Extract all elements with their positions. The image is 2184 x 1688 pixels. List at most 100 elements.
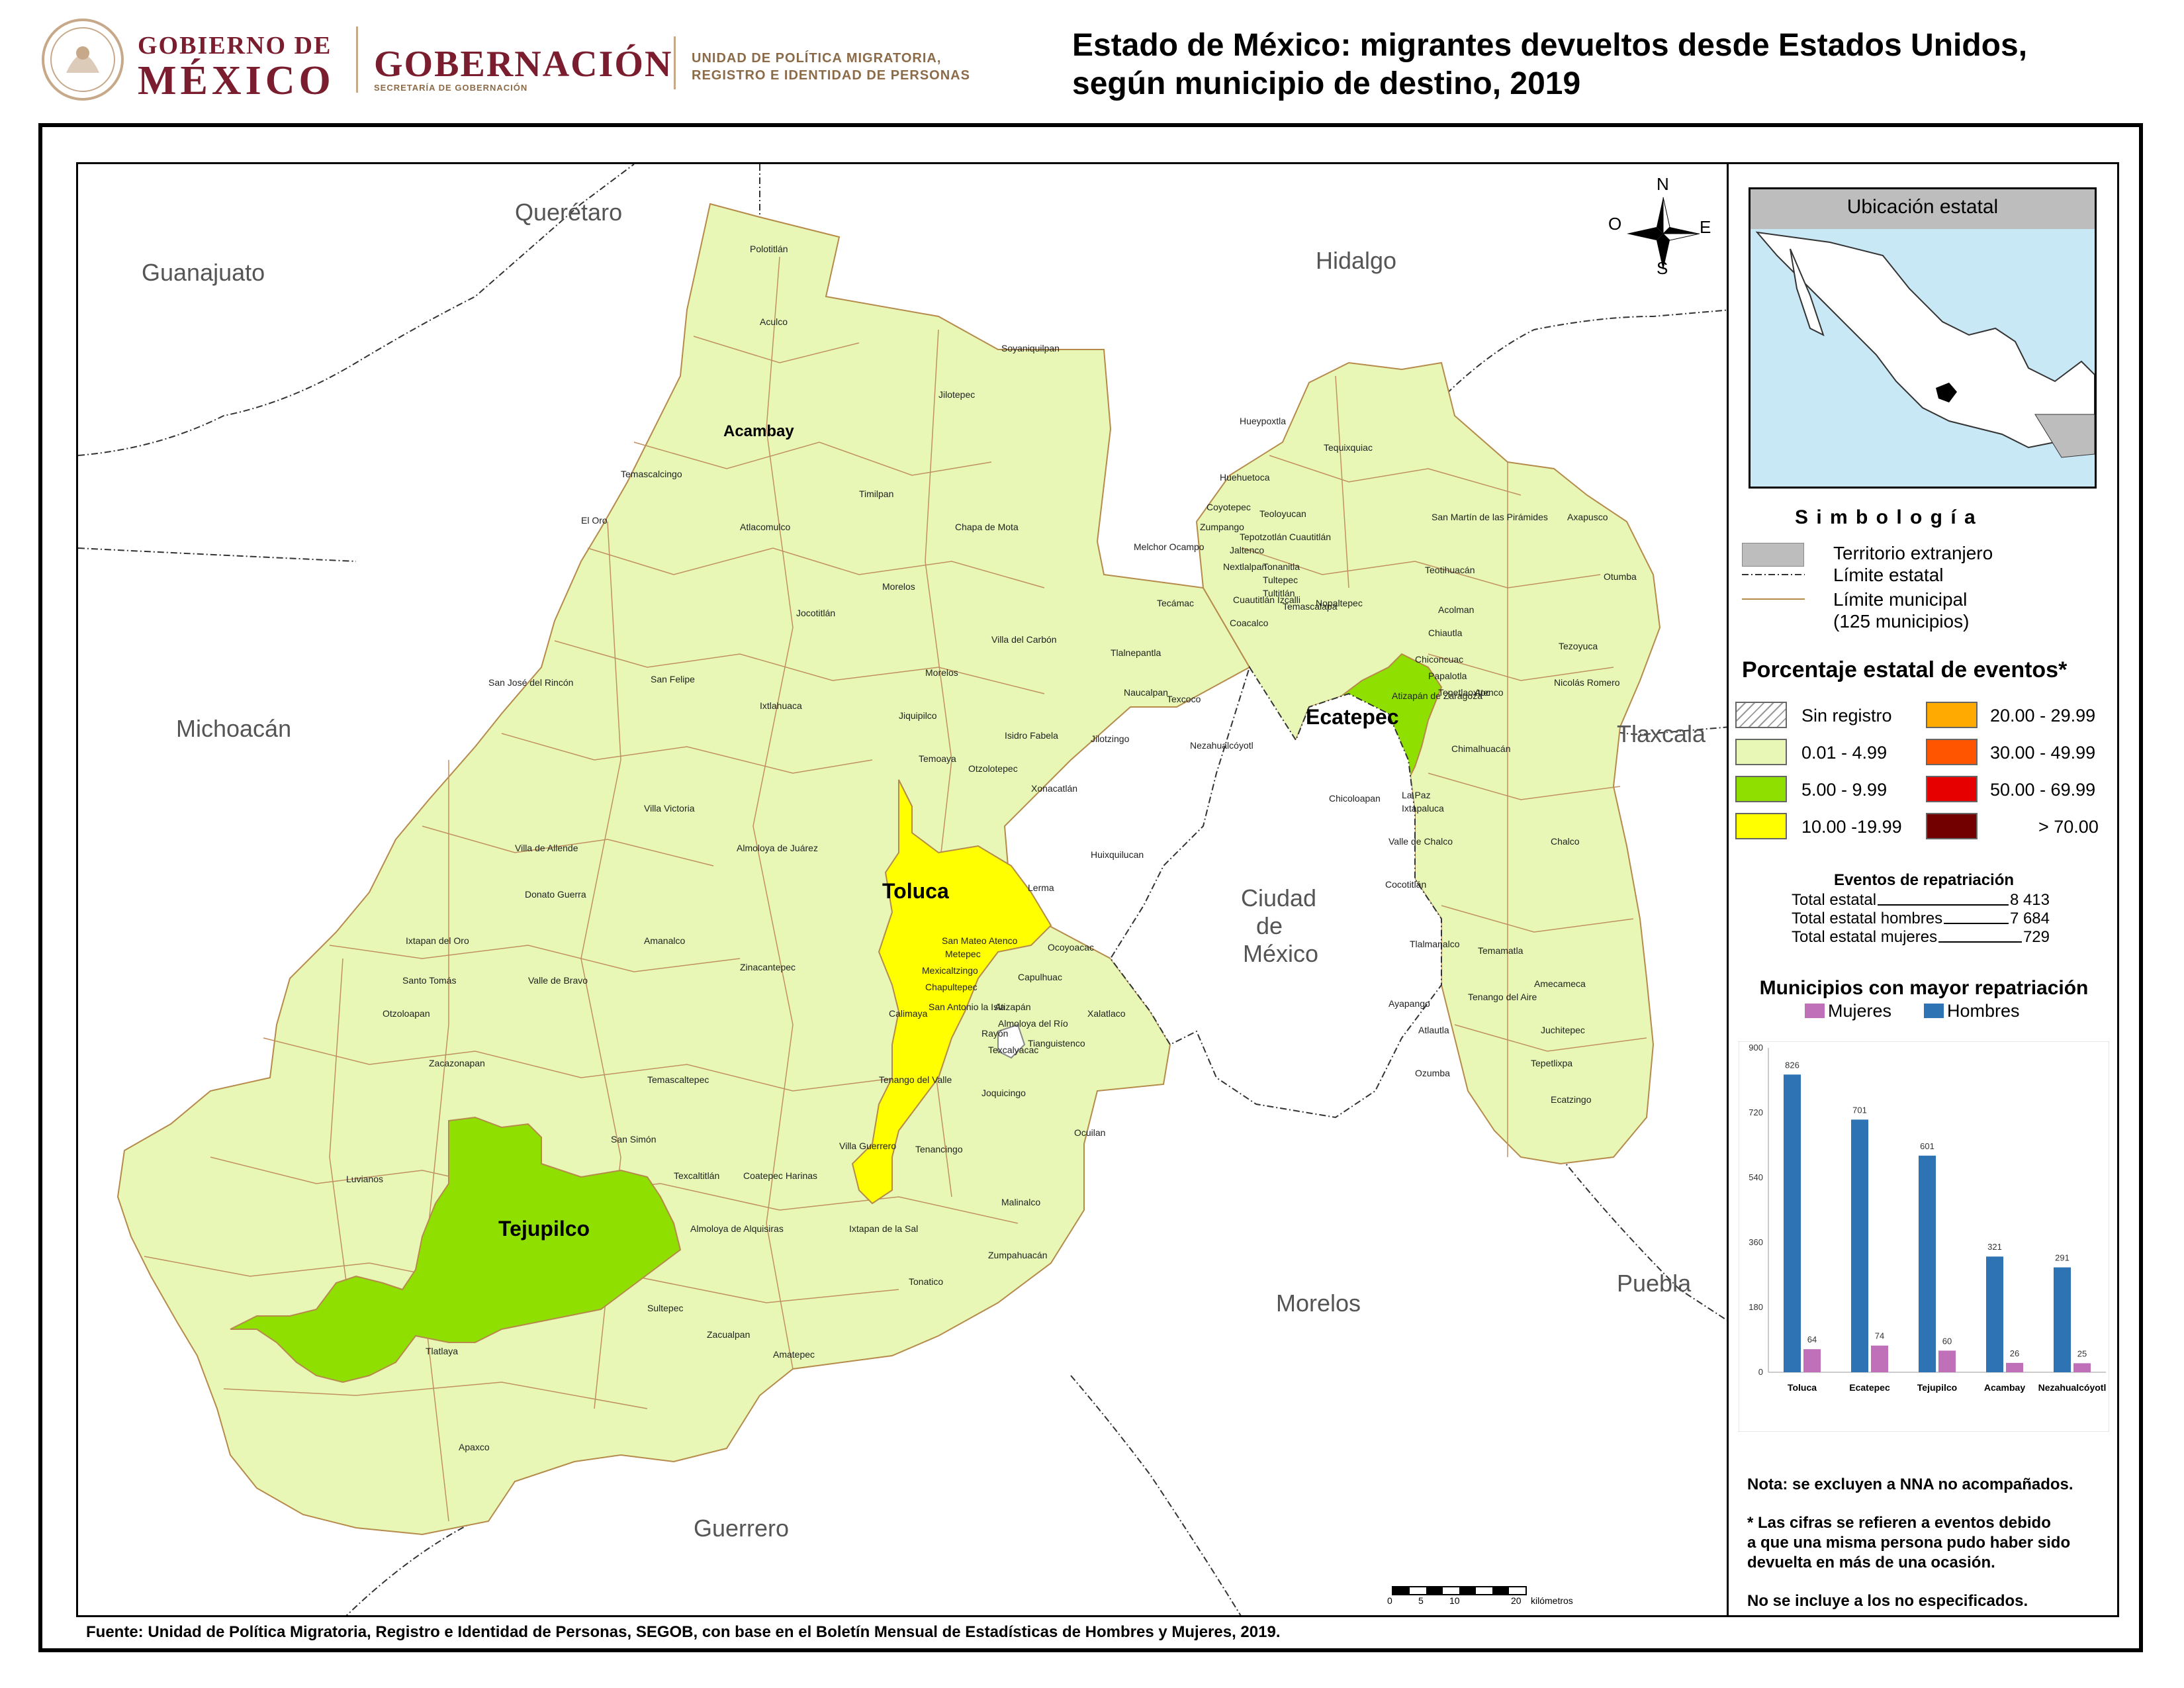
municipality-label: Tenango del Aire bbox=[1468, 992, 1537, 1002]
municipality-label: Tepetlixpa bbox=[1531, 1058, 1573, 1068]
class-label: 20.00 - 29.99 bbox=[1990, 706, 2096, 726]
chart-title: Municipios con mayor repatriación bbox=[1759, 977, 2089, 999]
side-panel: Ubicación estatal S i m b o l o g í a Te… bbox=[1729, 162, 2119, 1617]
scale-tick: 10 bbox=[1449, 1595, 1460, 1606]
municipality-label: San Simón bbox=[611, 1134, 657, 1145]
municipality-label: Soyaniquilpan bbox=[1001, 343, 1060, 353]
municipality-label: Sultepec bbox=[647, 1303, 684, 1313]
municipality-label: Tonatico bbox=[909, 1276, 944, 1287]
municipality-label: Ocoyoacac bbox=[1048, 942, 1095, 953]
x-tick-label: Nezahualcóyotl bbox=[2038, 1382, 2107, 1393]
bar-hombres bbox=[1784, 1074, 1801, 1372]
municipality-label: Jaltenco bbox=[1230, 545, 1265, 555]
class-swatch bbox=[1735, 813, 1787, 839]
inset-foreign-territory bbox=[1751, 189, 2095, 229]
legend-swatch-hombres bbox=[1924, 1004, 1944, 1018]
class-swatch bbox=[1926, 739, 1978, 765]
x-tick-label: Ecatepec bbox=[1849, 1382, 1890, 1393]
municipality-label: San Martín de las Pirámides bbox=[1432, 512, 1548, 522]
municipality-label: Papalotla bbox=[1428, 671, 1467, 681]
source-note: Fuente: Unidad de Política Migratoria, R… bbox=[86, 1623, 1281, 1641]
municipality-label: Tepetlaoxtoc bbox=[1438, 687, 1490, 698]
title-line1: Estado de México: migrantes devueltos de… bbox=[1072, 28, 2028, 63]
municipality-label: Almoloya del Río bbox=[998, 1018, 1068, 1029]
municipality-label: Temoaya bbox=[919, 753, 956, 764]
notes: Nota: se excluyen a NNA no acompañados. … bbox=[1747, 1475, 2073, 1611]
municipality-label: Cocotitlán bbox=[1385, 879, 1427, 890]
gov-line2: MÉXICO bbox=[138, 58, 335, 103]
events-row: Total estatal 8 413 bbox=[1792, 891, 2050, 910]
municipality-label: Tlalnepantla bbox=[1111, 647, 1161, 658]
neighbor-label: de bbox=[1256, 912, 1283, 939]
events-value: 7 684 bbox=[2009, 910, 2050, 927]
bar-mujeres bbox=[1803, 1349, 1821, 1372]
legend-swatch-mujeres bbox=[1805, 1004, 1825, 1018]
municipality-caption: Acambay bbox=[723, 422, 794, 440]
class-swatch bbox=[1926, 702, 1978, 728]
municipality-label: Otzoloapan bbox=[383, 1008, 430, 1019]
municipality-label: Otumba bbox=[1604, 571, 1637, 582]
municipality-label: Morelos bbox=[925, 667, 958, 678]
municipality-label: Tultitlán bbox=[1263, 588, 1295, 598]
municipality-label: Amanalco bbox=[644, 935, 686, 946]
ministry-sub: SECRETARÍA DE GOBERNACIÓN bbox=[374, 83, 528, 93]
page-title: Estado de México: migrantes devueltos de… bbox=[1072, 26, 2027, 103]
compass-n: N bbox=[1657, 174, 1669, 194]
scale-tick: 0 bbox=[1387, 1595, 1392, 1606]
municipality-label: Tultepec bbox=[1263, 575, 1298, 585]
municipality-label: La Paz bbox=[1402, 790, 1431, 800]
neighbor-label: Tlaxcala bbox=[1617, 720, 1706, 747]
municipality-label: Chapa de Mota bbox=[955, 522, 1019, 532]
municipality-label: Tepotzotlán bbox=[1240, 532, 1287, 542]
municipality-label: Lerma bbox=[1028, 882, 1054, 893]
legend-muni-limit: Límite municipal bbox=[1833, 589, 1968, 610]
municipality-label: Zacualpan bbox=[707, 1329, 751, 1340]
municipality-label: Atlautla bbox=[1418, 1025, 1449, 1035]
municipality-label: Tlalmanalco bbox=[1410, 939, 1460, 949]
municipality-label: Zumpahuacán bbox=[988, 1250, 1048, 1260]
municipality-label: Rayón bbox=[981, 1028, 1009, 1039]
municipality-label: Jilotzingo bbox=[1091, 733, 1130, 744]
data-label: 291 bbox=[2055, 1253, 2070, 1263]
events-row: Total estatal mujeres 729 bbox=[1792, 928, 2050, 947]
scale-unit: kilómetros bbox=[1531, 1595, 1573, 1606]
municipality-label: Atizapán de Zaragoza bbox=[1392, 690, 1482, 701]
municipality-label: El Oro bbox=[581, 515, 608, 526]
foreign-swatch bbox=[1742, 543, 1804, 567]
inset-map: Ubicación estatal bbox=[1749, 187, 2097, 489]
municipality-label: Metepec bbox=[945, 949, 981, 959]
events-table: Total estatal 8 413 Total estatal hombres… bbox=[1792, 891, 2050, 947]
compass-e: E bbox=[1700, 217, 1711, 237]
municipality-label: Zinacantepec bbox=[740, 962, 796, 972]
unit-line1: UNIDAD DE POLÍTICA MIGRATORIA, bbox=[692, 51, 942, 66]
municipality-label: Cuautitlán Izcalli bbox=[1233, 594, 1300, 605]
region-toluca bbox=[851, 779, 1052, 1205]
municipality-label: Tenango del Valle bbox=[879, 1074, 952, 1085]
municipality-label: Malinalco bbox=[1001, 1197, 1041, 1207]
neighbor-label: México bbox=[1243, 940, 1319, 967]
municipality-label: Amatepec bbox=[773, 1349, 815, 1360]
municipality-label: Timilpan bbox=[859, 489, 894, 499]
region-tejupilco bbox=[230, 1116, 682, 1383]
region-sin-registro bbox=[997, 1023, 1026, 1059]
bar-mujeres bbox=[1871, 1345, 1888, 1372]
municipality-label: Polotitlán bbox=[750, 244, 788, 254]
municipality-label: Donato Guerra bbox=[525, 889, 586, 900]
unit-line2: REGISTRO E IDENTIDAD DE PERSONAS bbox=[692, 68, 970, 83]
events-title: Eventos de repatriación bbox=[1833, 871, 2015, 889]
note-line: a que una misma persona pudo haber sido bbox=[1747, 1534, 2071, 1552]
x-tick-label: Toluca bbox=[1788, 1382, 1817, 1393]
municipality-label: Joquicingo bbox=[981, 1088, 1026, 1098]
municipality-label: Atlacomulco bbox=[740, 522, 791, 532]
mexico-map-icon bbox=[1755, 231, 2095, 458]
municipality-label: Chimalhuacán bbox=[1451, 743, 1511, 754]
municipality-label: Valle de Bravo bbox=[528, 975, 588, 986]
class-label: 30.00 - 49.99 bbox=[1990, 743, 2096, 763]
municipality-label: Isidro Fabela bbox=[1005, 730, 1058, 741]
note-line: * Las cifras se refieren a eventos debid… bbox=[1747, 1514, 2051, 1532]
bar-mujeres bbox=[2006, 1362, 2023, 1372]
class-swatch bbox=[1926, 813, 1978, 839]
coat-of-arms-icon bbox=[42, 19, 124, 101]
municipality-label: Tonanitla bbox=[1263, 561, 1300, 572]
municipality-label: Santo Tomás bbox=[402, 975, 457, 986]
